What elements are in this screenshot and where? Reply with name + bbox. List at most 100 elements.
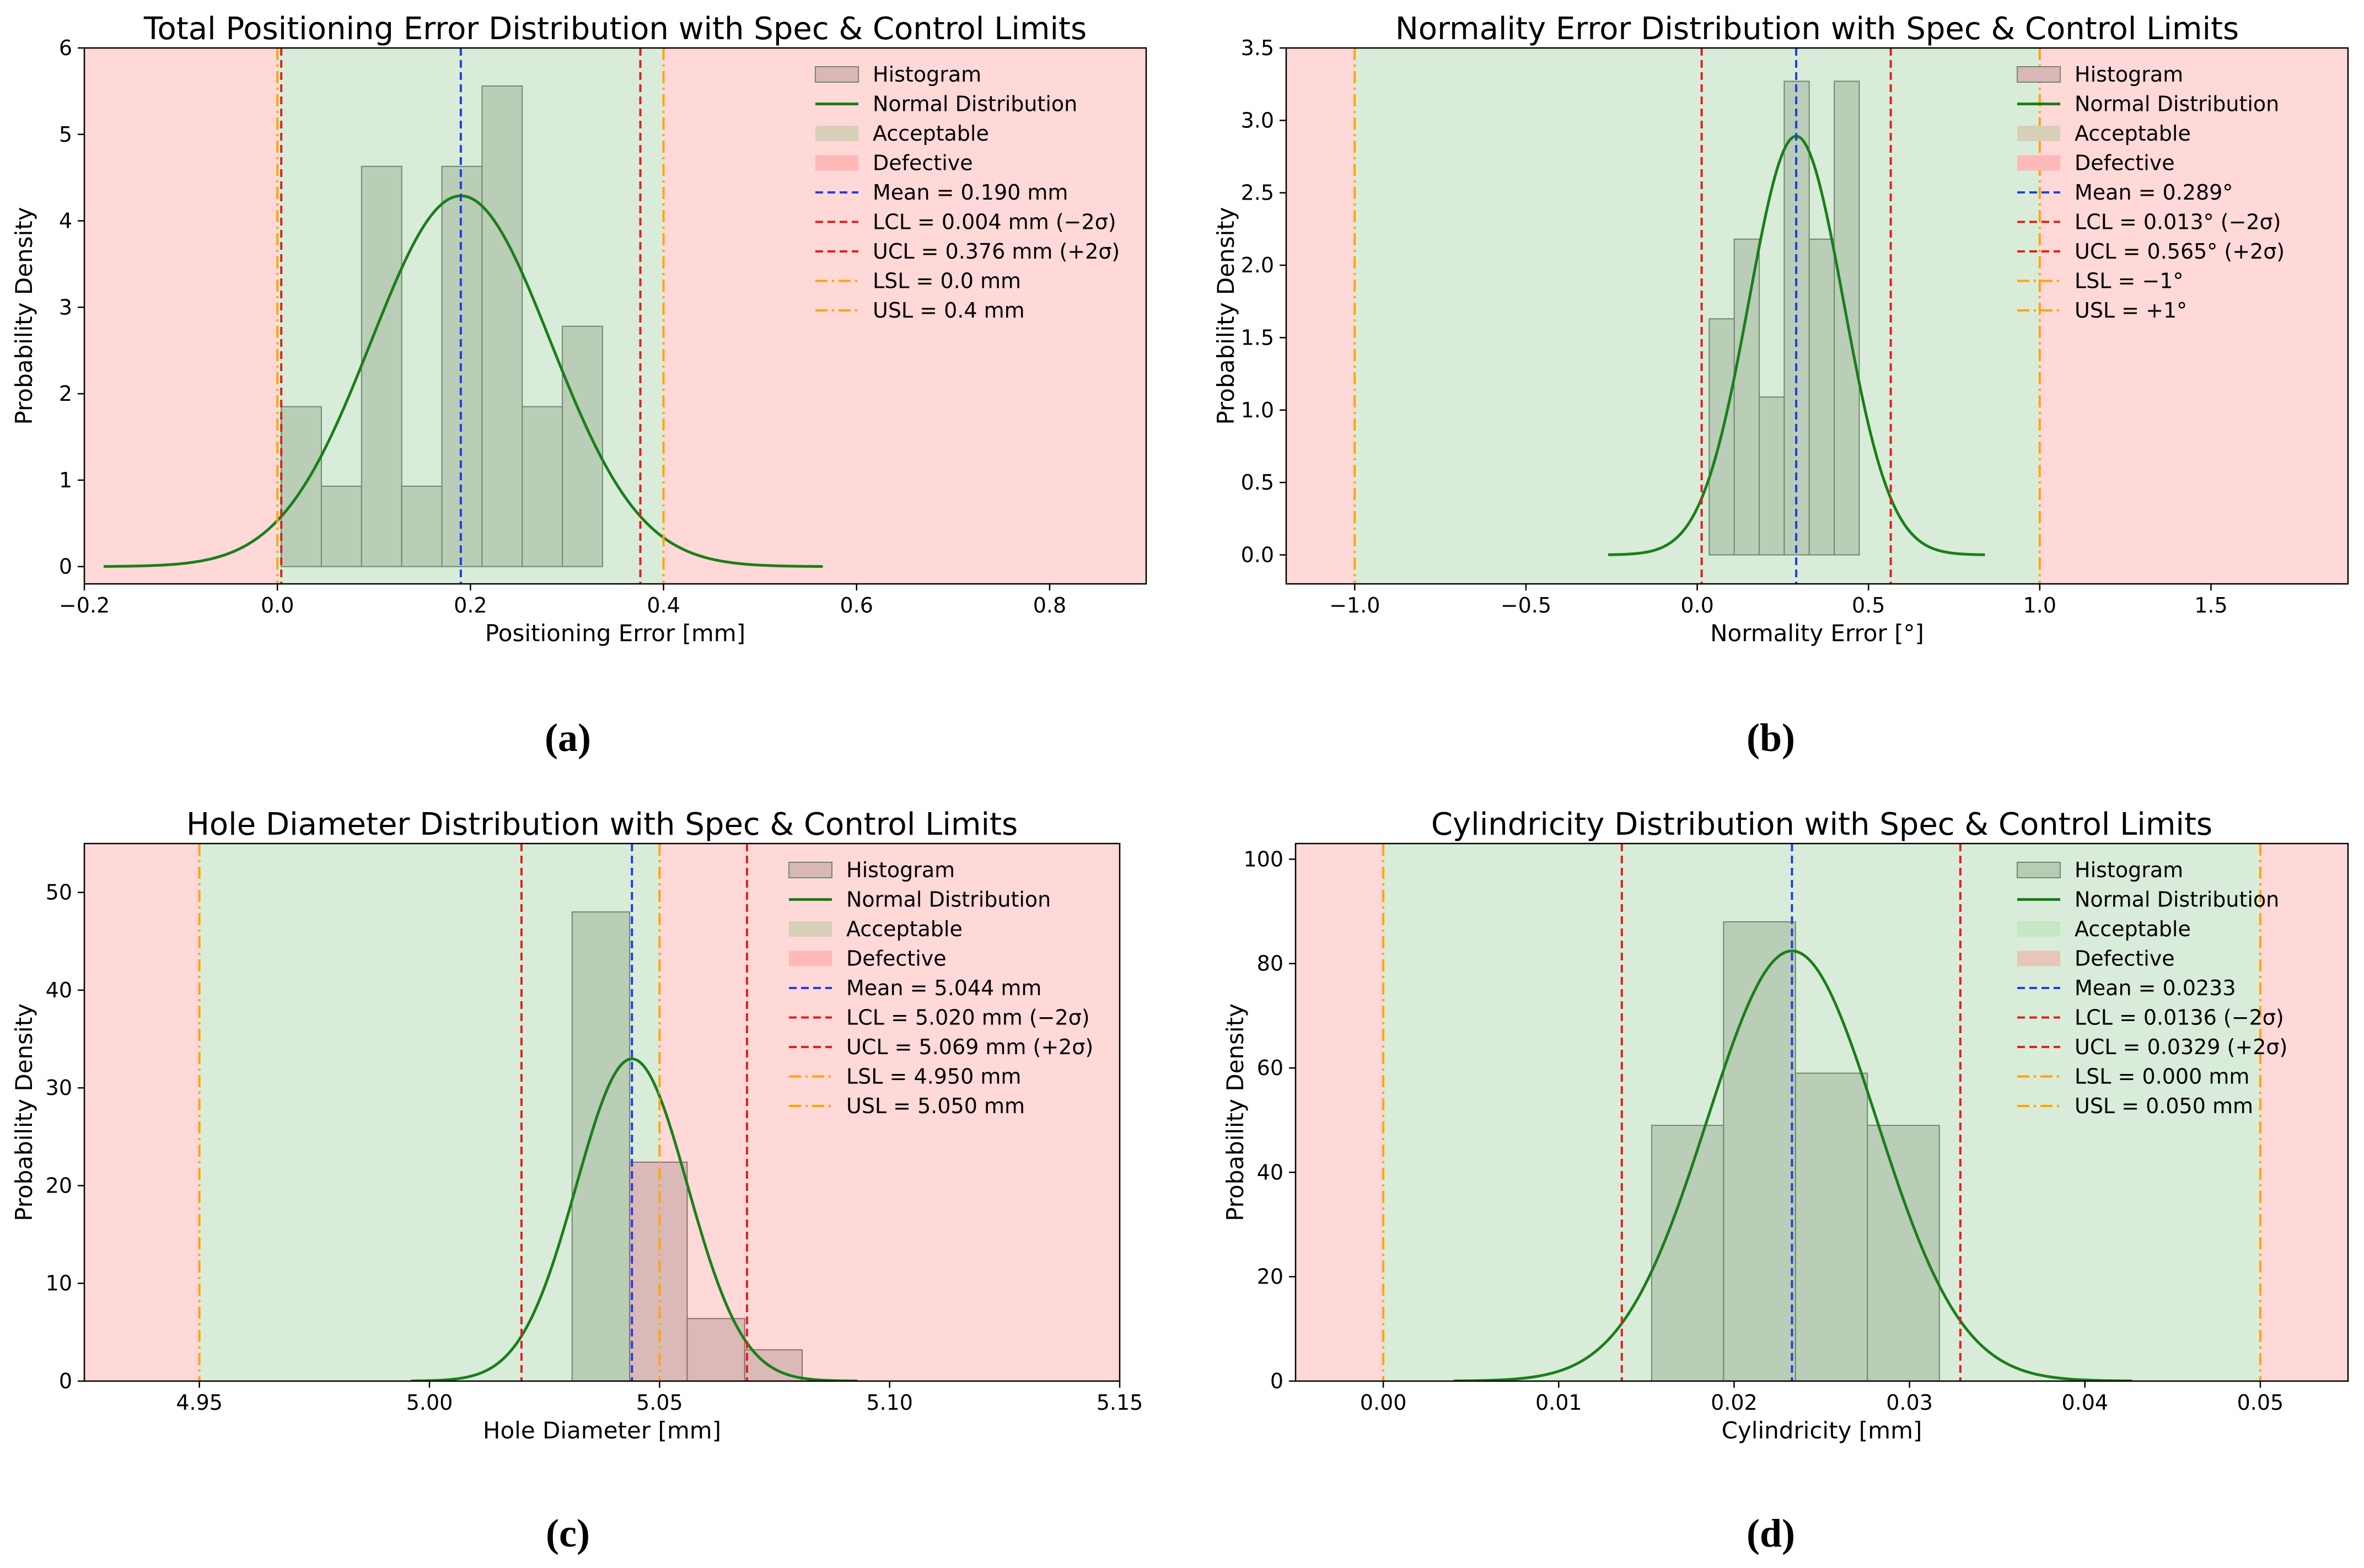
axes-frame — [83, 842, 1121, 1382]
histogram-bar — [321, 485, 362, 567]
legend-label-normal: Normal Distribution — [2075, 92, 2279, 116]
histogram-bar — [1651, 1125, 1724, 1381]
legend-label-acceptable: Acceptable — [2075, 121, 2191, 146]
legend-swatch-defective — [2017, 951, 2060, 966]
histogram-bar — [686, 1318, 745, 1381]
x-tick-label: 0.02 — [1711, 1390, 1758, 1415]
x-tick-label: 0.05 — [2237, 1390, 2284, 1415]
histogram-bar — [281, 406, 323, 567]
y-tick-label: 2.0 — [1241, 253, 1274, 277]
legend-label-mean: Mean = 5.044 mm — [846, 976, 1041, 1000]
y-tick-label: 1.0 — [1241, 398, 1274, 422]
chart-panel-b: −1.0 −0.5 0.0 0.5 1.0 1.5 0.0 0.5 1.0 1.5 2.0 2.5 3.… — [1212, 11, 2349, 760]
legend-label-histogram: Histogram — [2075, 62, 2183, 87]
x-tick-label: 0.6 — [840, 593, 873, 617]
x-axis-label: Normality Error [°] — [1710, 620, 1924, 647]
y-axis-label: Probability Density — [10, 207, 37, 425]
x-tick-label: 0.01 — [1535, 1390, 1582, 1415]
y-tick-label: 3 — [59, 295, 72, 319]
histogram-bar — [361, 165, 402, 567]
y-tick-label: 0 — [59, 555, 72, 579]
histogram-bar — [1759, 396, 1785, 556]
x-tick-label: 1.0 — [2023, 593, 2056, 617]
axes-frame — [1285, 47, 2349, 585]
histogram-bar — [441, 165, 483, 567]
plot-area — [84, 844, 1120, 1381]
chart-title: Total Positioning Error Distribution wit… — [143, 11, 1087, 47]
legend-label-usl: USL = 0.4 mm — [873, 298, 1025, 323]
legend: Histogram Normal Distribution Acceptable De… — [815, 62, 1120, 323]
legend-label-usl: USL = 0.050 mm — [2075, 1094, 2253, 1118]
y-tick-label: 80 — [1257, 952, 1283, 976]
x-tick-label: 0.4 — [647, 593, 680, 617]
chart-title: Cylindricity Distribution with Spec & Co… — [1431, 807, 2212, 842]
legend-label-acceptable: Acceptable — [2075, 917, 2191, 941]
legend-label-usl: USL = 5.050 mm — [846, 1094, 1025, 1118]
x-axis-label: Positioning Error [mm] — [485, 620, 745, 647]
legend-swatch-histogram — [815, 66, 859, 83]
x-tick-label: 5.05 — [636, 1390, 683, 1415]
x-tick-label: −0.2 — [59, 593, 110, 617]
plot-area — [84, 48, 1146, 584]
y-tick-label: 2 — [59, 382, 72, 406]
legend-swatch-defective — [789, 951, 832, 966]
histogram-bar — [629, 1161, 688, 1381]
histogram-bar — [1723, 921, 1796, 1381]
x-tick-label: 5.00 — [406, 1390, 453, 1415]
x-tick-label: −0.5 — [1501, 593, 1551, 617]
y-tick-label: 5 — [59, 122, 72, 147]
normal-distribution-curve — [1453, 949, 2132, 1381]
y-tick-label: 40 — [46, 978, 72, 1002]
legend-label-lcl: LCL = 0.0136 (−2σ) — [2075, 1006, 2284, 1030]
x-tick-label: 4.95 — [176, 1390, 223, 1415]
legend-label-lsl: LSL = 4.950 mm — [846, 1065, 1021, 1089]
legend-label-lsl: LSL = −1° — [2075, 269, 2183, 293]
x-tick-label: 0.00 — [1360, 1390, 1407, 1415]
y-tick-label: 100 — [1243, 847, 1283, 871]
axes-frame — [83, 47, 1147, 585]
acceptable-region — [1355, 48, 2040, 584]
histogram-bar — [401, 485, 443, 567]
legend-label-acceptable: Acceptable — [873, 121, 989, 146]
legend-label-histogram: Histogram — [846, 858, 955, 882]
x-tick-label: 5.10 — [866, 1390, 913, 1415]
axes-frame — [1294, 842, 2349, 1382]
legend-swatch-histogram — [2017, 66, 2061, 83]
legend-label-ucl: UCL = 0.565° (+2σ) — [2075, 239, 2285, 264]
y-tick-label: 20 — [46, 1173, 72, 1198]
x-tick-label: 0.0 — [261, 593, 294, 617]
chart-panel-a: −0.2 0.0 0.2 0.4 0.6 0.8 0 1 2 3 4 5 6 Total Position… — [10, 11, 1147, 760]
x-tick-label: 0.8 — [1033, 593, 1066, 617]
x-tick-label: 0.0 — [1680, 593, 1713, 617]
legend-label-normal: Normal Distribution — [2075, 888, 2279, 912]
histogram-bar — [1808, 238, 1835, 556]
plot-area — [1286, 48, 2348, 584]
legend-swatch-histogram — [2017, 862, 2061, 878]
histogram-bar — [1733, 238, 1760, 556]
x-tick-label: 0.04 — [2061, 1390, 2108, 1415]
legend-label-defective: Defective — [873, 151, 973, 175]
panel-label: (c) — [546, 1511, 590, 1555]
legend-label-defective: Defective — [2075, 151, 2175, 175]
legend-swatch-defective — [2017, 155, 2060, 171]
plot-area — [1296, 844, 2348, 1381]
x-axis-label: Hole Diameter [mm] — [483, 1417, 721, 1444]
normal-distribution-curve — [411, 1057, 858, 1381]
y-tick-label: 4 — [59, 209, 72, 233]
legend-label-acceptable: Acceptable — [846, 917, 963, 941]
legend-label-histogram: Histogram — [873, 62, 981, 87]
legend: Histogram Normal Distribution Acceptable De… — [788, 858, 1093, 1118]
y-axis-label: Probability Density — [1212, 207, 1239, 425]
histogram-bar — [571, 911, 631, 1381]
normal-distribution-curve — [104, 194, 823, 568]
y-tick-label: 20 — [1257, 1265, 1283, 1289]
legend-swatch-acceptable — [815, 126, 858, 141]
y-tick-label: 6 — [59, 36, 72, 60]
y-tick-label: 1 — [59, 468, 72, 492]
legend-label-lcl: LCL = 0.004 mm (−2σ) — [873, 210, 1116, 234]
y-tick-label: 2.5 — [1241, 181, 1274, 205]
legend-label-normal: Normal Distribution — [873, 92, 1077, 116]
legend-label-ucl: UCL = 0.0329 (+2σ) — [2075, 1035, 2287, 1059]
x-axis-label: Cylindricity [mm] — [1722, 1417, 1922, 1444]
